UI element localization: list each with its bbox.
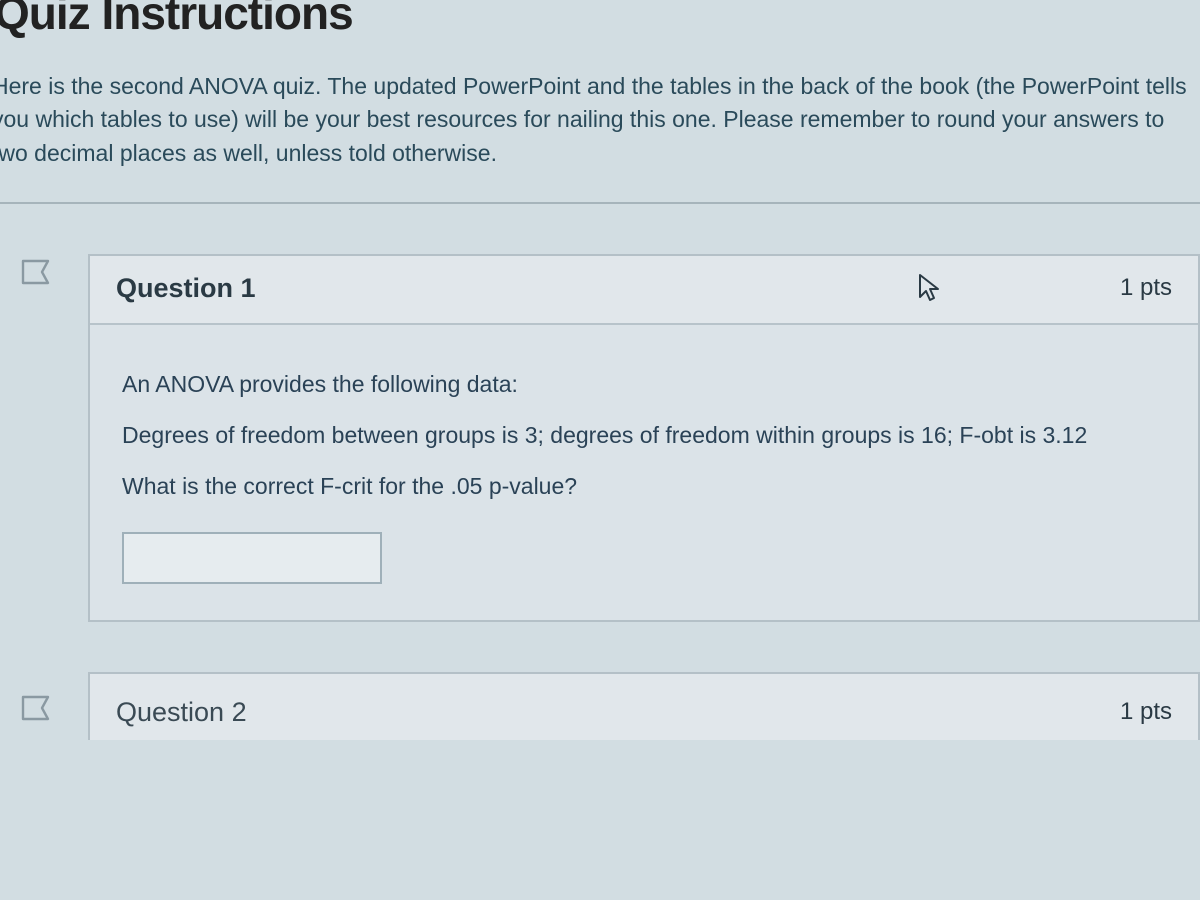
question-1-title: Question 1 xyxy=(116,270,256,306)
flag-icon xyxy=(20,694,54,734)
question-2-points: 1 pts xyxy=(1120,696,1172,728)
divider xyxy=(0,202,1200,204)
question-1-header: Question 1 1 pts xyxy=(90,256,1198,324)
question-1-text-line3: What is the correct F-crit for the .05 p… xyxy=(122,471,1166,502)
quiz-page: Quiz Instructions Here is the second ANO… xyxy=(0,0,1200,740)
question-2-block: Question 2 1 pts xyxy=(0,672,1200,740)
quiz-instructions-text: Here is the second ANOVA quiz. The updat… xyxy=(0,64,1200,188)
flag-icon xyxy=(20,258,54,298)
flag-question-2[interactable] xyxy=(20,672,80,734)
question-1-text-line1: An ANOVA provides the following data: xyxy=(122,369,1166,400)
flag-question-1[interactable] xyxy=(20,254,80,298)
question-1-answer-input[interactable] xyxy=(122,532,382,584)
cursor-icon xyxy=(916,273,940,303)
question-2-header: Question 2 1 pts xyxy=(90,674,1198,740)
question-2-title: Question 2 xyxy=(116,694,1120,730)
question-2-card: Question 2 1 pts xyxy=(88,672,1200,740)
page-title: Quiz Instructions xyxy=(0,0,1200,64)
question-1-points: 1 pts xyxy=(1120,272,1172,304)
question-1-block: Question 1 1 pts An ANOVA provides the f… xyxy=(0,254,1200,622)
question-1-card: Question 1 1 pts An ANOVA provides the f… xyxy=(88,254,1200,622)
question-1-text-line2: Degrees of freedom between groups is 3; … xyxy=(122,420,1166,451)
question-1-body: An ANOVA provides the following data: De… xyxy=(90,325,1198,620)
